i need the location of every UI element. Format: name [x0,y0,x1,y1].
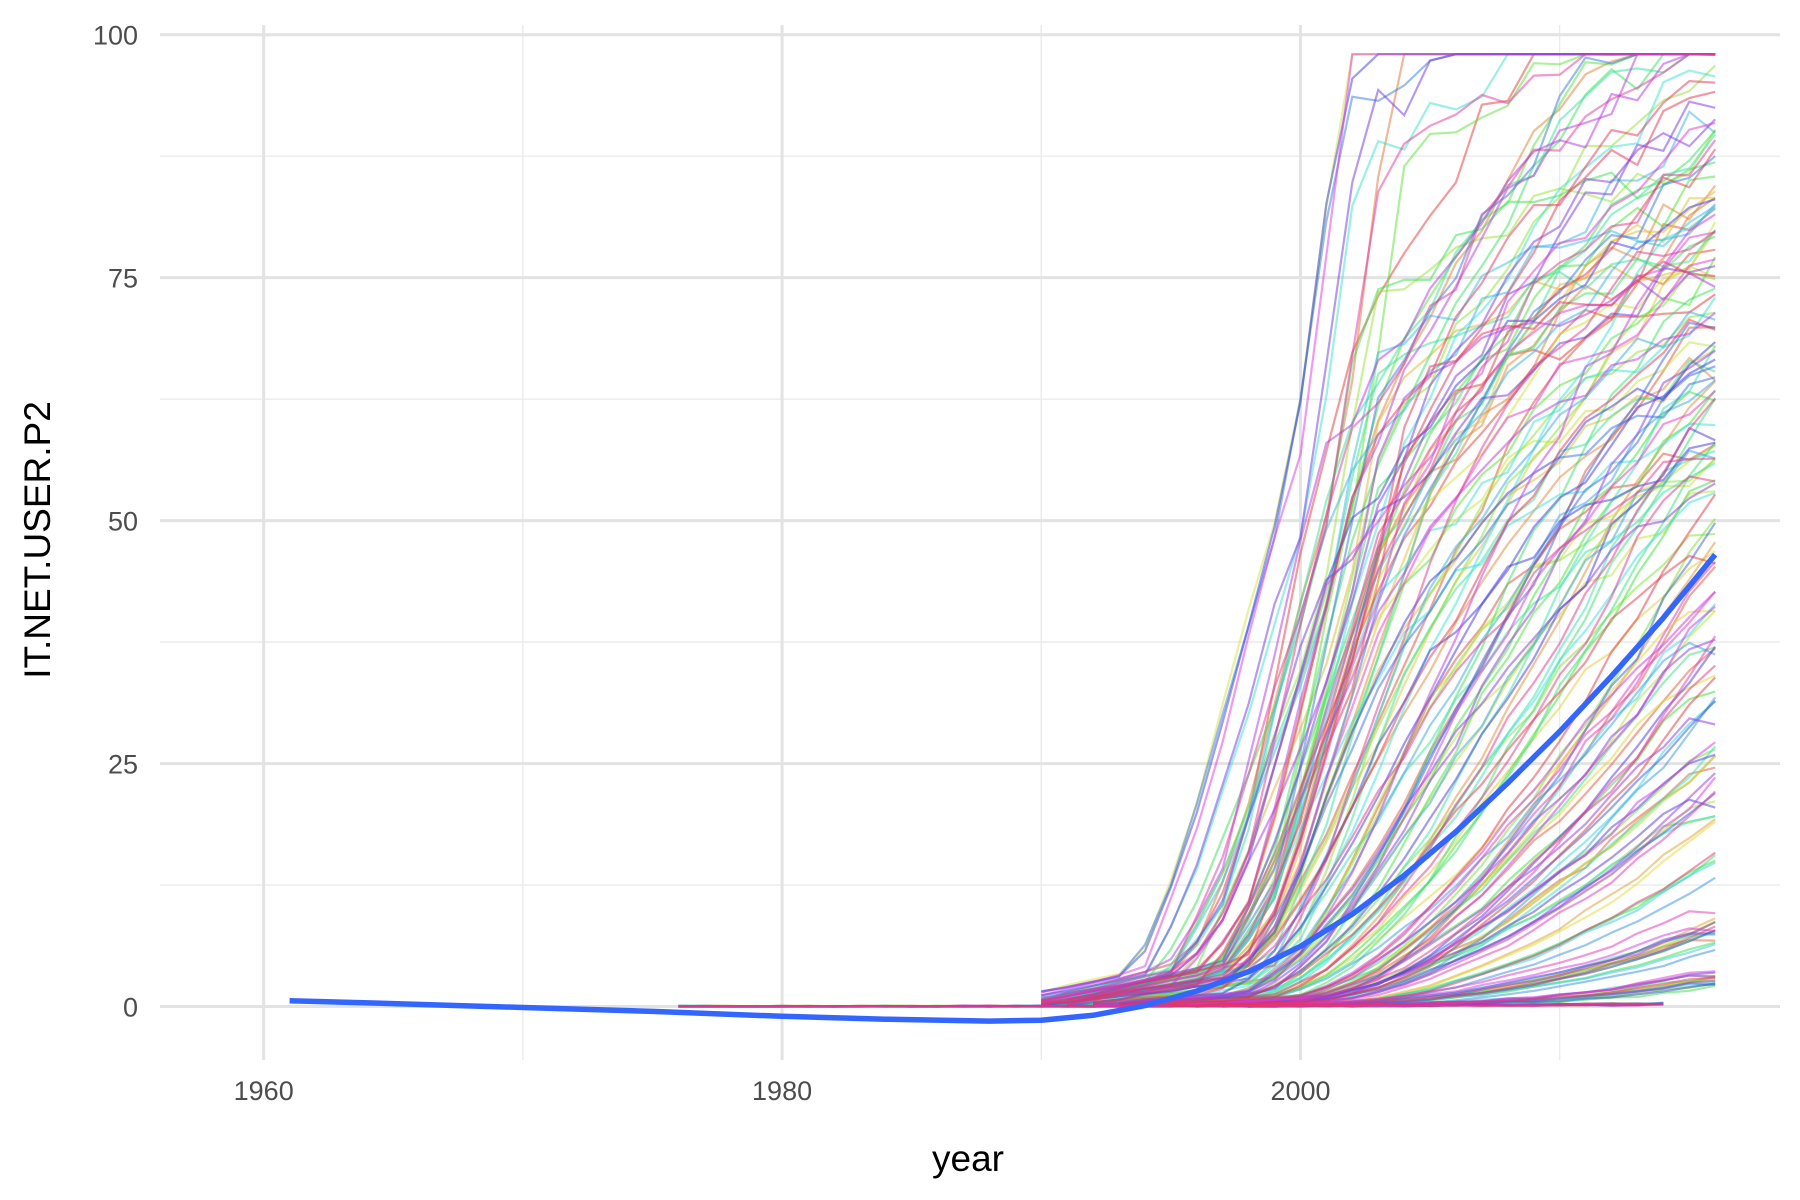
country-series-line [1041,53,1716,997]
y-tick-label: 50 [108,507,138,537]
country-series-lines [678,53,1717,1008]
country-series-line [1067,441,1716,1008]
x-tick-label: 1980 [752,1076,812,1106]
x-tick-label: 2000 [1270,1076,1330,1106]
y-tick-label: 100 [93,21,138,51]
x-axis-title: year [932,1138,1004,1179]
country-series-line [1066,90,1716,1007]
country-series-line [1144,560,1717,1007]
smooth-trend [289,552,1718,1024]
y-tick-label: 25 [108,750,138,780]
country-series-line [1041,53,1716,1003]
trend-line [289,552,1718,1024]
country-series-line [1041,260,1716,1004]
country-series-line [1067,230,1716,1008]
country-series-line [1041,79,1716,1005]
country-series-line [1041,53,1716,1001]
y-tick-label: 75 [108,264,138,294]
country-series-line [1041,148,1717,1006]
country-series-line [1040,53,1716,1003]
country-series-line [1093,457,1716,1005]
country-series-line [1067,121,1716,1006]
x-axis-ticks: 1960 1980 2000 [234,1076,1331,1106]
x-tick-label: 1960 [234,1076,294,1106]
y-tick-label: 0 [123,993,138,1023]
country-series-line [1041,161,1716,1000]
country-series-line [1170,676,1716,1007]
y-axis-title: IT.NET.USER.P2 [17,401,58,679]
y-axis-ticks: 0 25 50 75 100 [93,21,138,1023]
country-series-line [1144,493,1717,1007]
